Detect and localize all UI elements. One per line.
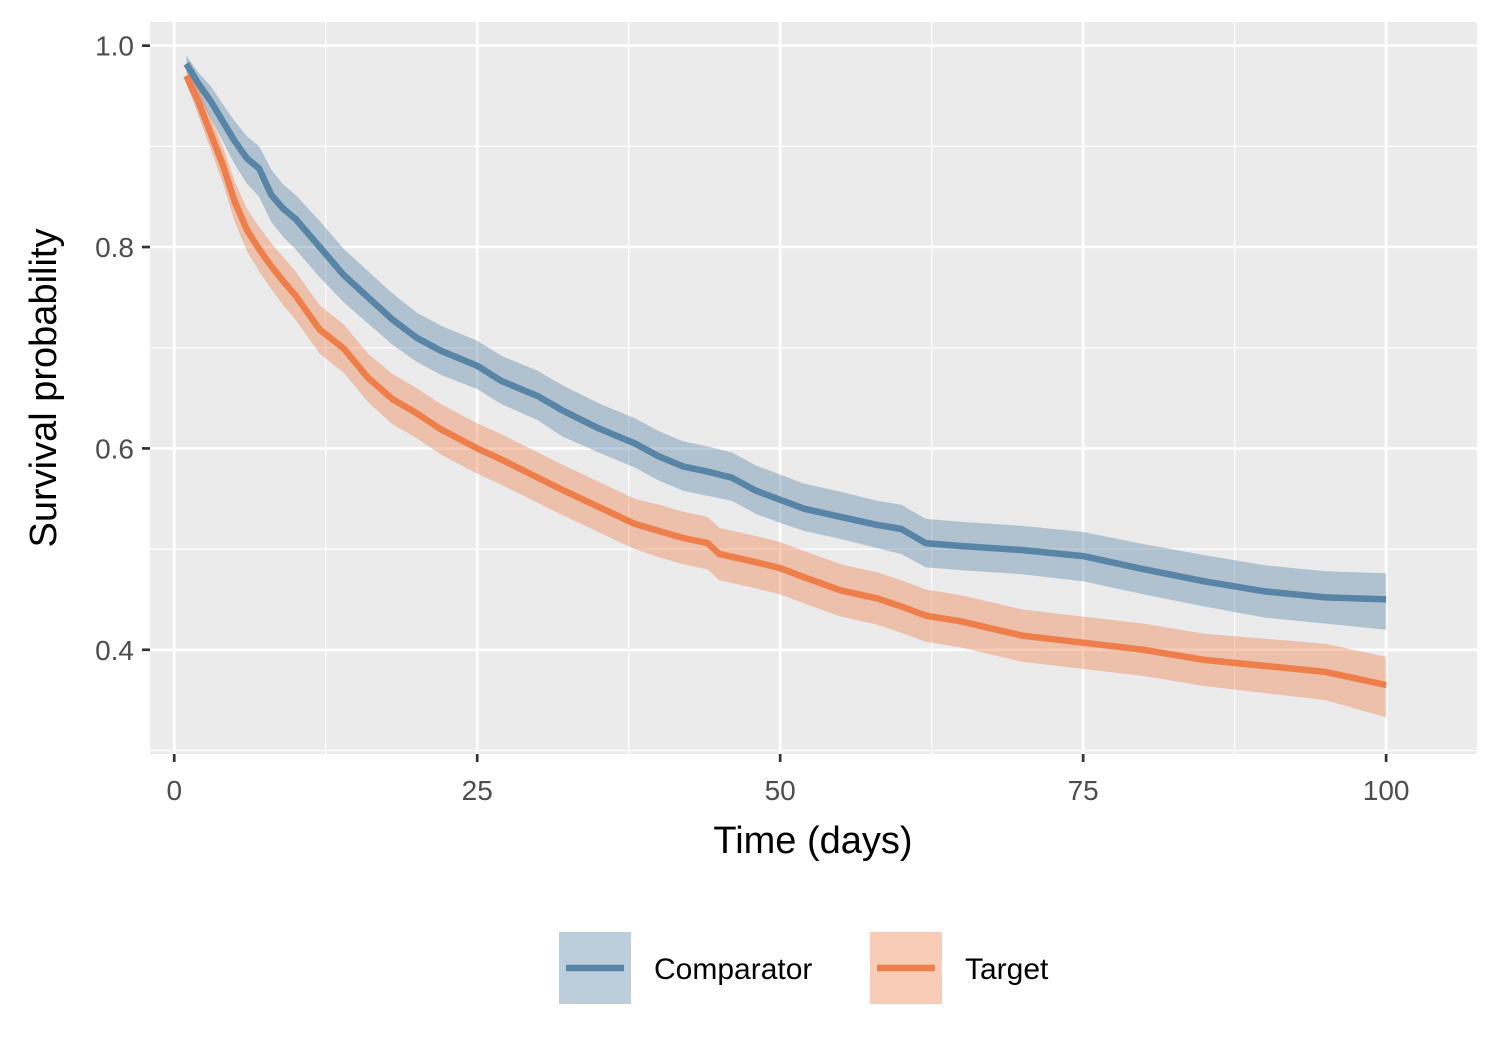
plot-panel	[150, 22, 1477, 754]
x-tick-label: 50	[765, 775, 796, 806]
x-tick-label: 25	[462, 775, 493, 806]
target-survival-line	[183, 74, 1387, 689]
axes: 0 25 50 75 100 0.4 0.6 0.8 1.0	[95, 31, 1409, 806]
y-axis-title: Survival probability	[23, 229, 65, 548]
comparator-survival-line	[183, 62, 1387, 603]
grid-lines	[150, 22, 1477, 754]
x-tick-label: 0	[166, 775, 182, 806]
comparator-legend-label: Comparator	[654, 953, 812, 986]
survival-lines	[183, 62, 1387, 689]
target-confidence-ribbon	[186, 67, 1387, 718]
y-tick-label: 1.0	[95, 31, 134, 62]
x-axis-title: Time (days)	[713, 820, 912, 862]
x-tick-label: 100	[1363, 775, 1410, 806]
x-tick-label: 75	[1068, 775, 1099, 806]
target-legend-label: Target	[965, 953, 1049, 986]
y-tick-label: 0.6	[95, 433, 134, 464]
legend: Comparator Target	[559, 932, 1049, 1004]
y-tick-label: 0.4	[95, 635, 134, 666]
y-tick-label: 0.8	[95, 232, 134, 263]
